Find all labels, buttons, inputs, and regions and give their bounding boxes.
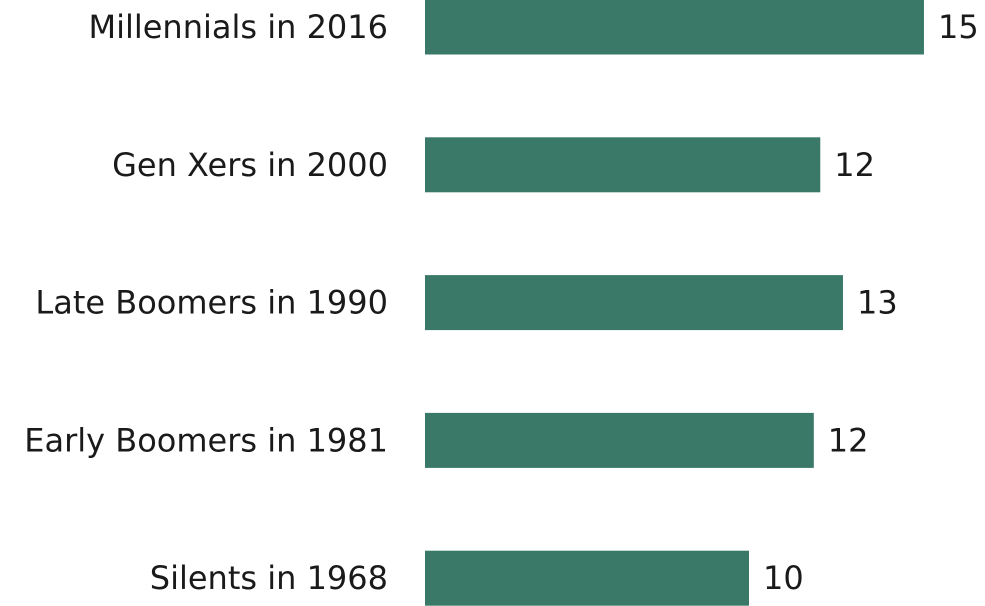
bar	[425, 137, 821, 193]
value-label: 15	[938, 8, 979, 46]
bar	[425, 0, 924, 55]
category-label: Silents in 1968	[150, 559, 388, 597]
category-label: Early Boomers in 1981	[24, 421, 388, 459]
bar	[425, 550, 749, 606]
value-label: 10	[763, 559, 804, 597]
value-label: 13	[857, 284, 898, 322]
bar	[425, 275, 843, 331]
category-label: Gen Xers in 2000	[112, 146, 388, 184]
value-label: 12	[828, 421, 869, 459]
category-label: Late Boomers in 1990	[35, 284, 388, 322]
value-label: 12	[834, 146, 875, 184]
bar	[425, 412, 814, 468]
category-label: Millennials in 2016	[88, 8, 388, 46]
